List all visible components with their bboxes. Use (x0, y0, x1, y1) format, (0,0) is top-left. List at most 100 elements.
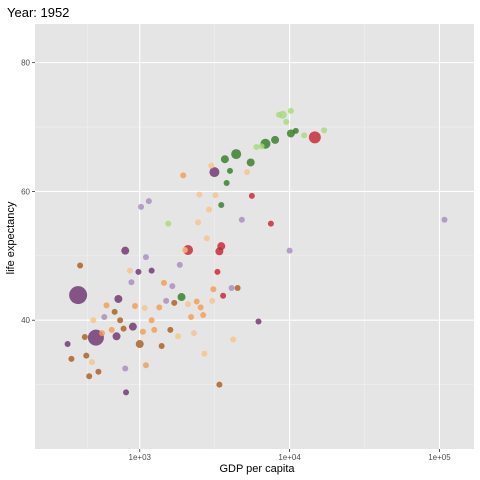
data-point (145, 198, 152, 205)
data-point (108, 326, 115, 333)
data-point (441, 216, 448, 223)
data-point (238, 216, 245, 223)
data-point (214, 268, 221, 275)
data-point (253, 143, 260, 150)
data-point (86, 373, 93, 380)
data-point (135, 340, 144, 349)
data-point (151, 326, 158, 333)
data-point (283, 118, 290, 125)
data-point (180, 172, 187, 179)
data-point (212, 192, 219, 199)
data-point (223, 180, 230, 187)
x-axis-title: GDP per capita (219, 463, 295, 475)
data-point (163, 297, 170, 304)
data-point (267, 220, 274, 227)
data-point (215, 247, 224, 256)
chart-title: Year: 1952 (7, 5, 69, 20)
data-point (218, 201, 225, 208)
data-point (135, 268, 142, 275)
data-point (188, 313, 195, 320)
data-point (128, 322, 137, 331)
data-point (255, 318, 262, 325)
data-point (175, 333, 182, 340)
data-point (226, 167, 233, 174)
data-point (177, 293, 186, 302)
data-point (246, 158, 255, 167)
data-point (141, 304, 148, 311)
data-point (120, 325, 127, 332)
data-point (142, 254, 149, 261)
data-point (122, 365, 129, 372)
data-point (160, 279, 167, 286)
data-point (126, 267, 133, 274)
data-point (287, 107, 294, 114)
data-point (230, 336, 237, 343)
data-point (206, 206, 213, 213)
data-point (185, 301, 192, 308)
data-point (69, 286, 88, 305)
data-point (216, 381, 223, 388)
data-point (200, 312, 207, 319)
data-point (201, 350, 208, 357)
x-tick-label: 1e+05 (428, 453, 451, 462)
data-point (77, 262, 84, 269)
data-point (90, 317, 97, 324)
data-point (169, 283, 176, 290)
data-point (132, 303, 139, 310)
data-point (208, 162, 215, 169)
data-point (308, 131, 321, 144)
data-point (158, 342, 165, 349)
data-point (123, 389, 130, 396)
data-point (111, 308, 118, 315)
data-point (83, 352, 90, 359)
y-tick-label: 60 (21, 187, 30, 196)
data-point (121, 246, 130, 255)
data-point (165, 220, 172, 227)
data-point (64, 341, 71, 348)
data-point (117, 317, 124, 324)
x-axis-ticks: 1e+03 1e+04 1e+05 (129, 449, 451, 462)
data-point (196, 191, 203, 198)
data-point (276, 111, 283, 118)
data-point (128, 279, 135, 286)
data-point (210, 286, 217, 293)
data-point (68, 355, 75, 362)
data-point (181, 247, 188, 254)
data-point (156, 304, 163, 311)
data-point (231, 149, 242, 160)
data-point (234, 285, 241, 292)
data-point (88, 359, 95, 366)
data-point (139, 328, 146, 335)
y-axis-ticks: 40 60 80 (21, 59, 35, 325)
data-point (244, 169, 251, 176)
data-point (209, 167, 220, 178)
data-point (209, 297, 216, 304)
data-point (101, 313, 108, 320)
data-point (138, 203, 145, 210)
data-point (286, 247, 293, 254)
data-point (99, 330, 106, 337)
data-point (81, 333, 88, 340)
major-gridlines (35, 24, 474, 449)
data-point (220, 155, 229, 164)
plot-panel (35, 24, 474, 449)
data-point (112, 332, 121, 341)
data-point (193, 298, 200, 305)
data-point (301, 132, 308, 139)
x-tick-label: 1e+04 (278, 453, 301, 462)
data-point (321, 127, 328, 134)
data-point (103, 302, 110, 309)
data-point (271, 135, 280, 144)
data-point (167, 326, 174, 333)
data-point (190, 330, 197, 337)
data-point (197, 304, 204, 311)
data-point (148, 267, 155, 274)
y-axis-title: life expectancy (5, 201, 17, 274)
data-point (228, 285, 235, 292)
data-point (176, 261, 183, 268)
data-point (95, 368, 102, 375)
data-points (64, 107, 448, 396)
y-tick-label: 80 (21, 59, 30, 68)
data-point (258, 143, 265, 150)
